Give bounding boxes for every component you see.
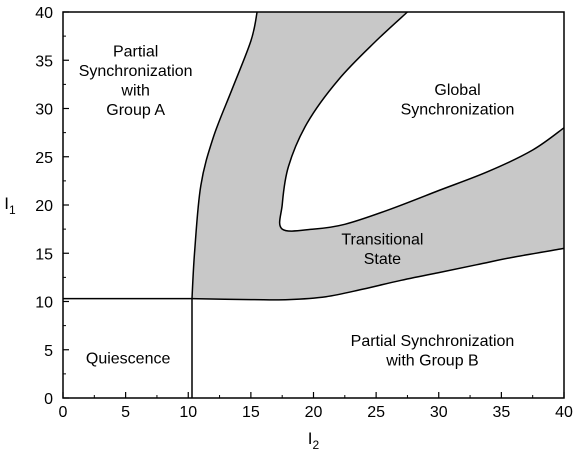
region-label-partial_a: Partial Synchronization with Group A [79, 43, 193, 119]
y-axis-label: I1 [4, 194, 16, 217]
region-label-transitional: Transitional State [341, 232, 423, 268]
x-tick-label: 20 [305, 404, 323, 421]
x-tick-label: 40 [555, 404, 573, 421]
region-label-line: Global [434, 82, 480, 99]
region-label-line: with Group B [385, 353, 478, 370]
region-label-global: Global Synchronization [401, 82, 515, 119]
region-label-line: Transitional [341, 232, 423, 249]
x-tick-label: 25 [367, 404, 385, 421]
y-tick-label: 15 [35, 246, 53, 263]
x-axis-label: I2 [308, 429, 320, 452]
boundary-lines-layer [63, 11, 565, 398]
region-label-line: Partial [113, 43, 158, 60]
y-tick-label: 20 [35, 198, 53, 215]
region-label-line: Quiescence [86, 350, 171, 367]
y-tick-label: 10 [35, 295, 53, 312]
x-axis-label-subscript: 2 [313, 438, 320, 452]
region-label-line: Synchronization [401, 102, 515, 119]
transition-lower-boundary-line [191, 247, 565, 301]
x-tick-label: 35 [492, 404, 510, 421]
x-tick-label: 30 [430, 404, 448, 421]
transition-upper-boundary-line [191, 11, 258, 299]
region-label-line: with [120, 82, 149, 99]
y-tick-label: 25 [35, 150, 53, 167]
y-axis-label-main: I [4, 194, 9, 213]
x-tick-label: 5 [121, 404, 130, 421]
region-label-line: Partial Synchronization [351, 333, 515, 350]
y-tick-label: 35 [35, 53, 53, 70]
x-tick-label: 10 [179, 404, 197, 421]
x-axis-label-main: I [308, 429, 313, 448]
transitional-state-shading [192, 12, 564, 300]
region-label-quiescence: Quiescence [86, 350, 171, 367]
axis-ticks-layer: 0 5 10 15 20 25 30 35 40 0 5 10 15 20 25 30 35 40 [35, 5, 573, 421]
y-axis-label-subscript: 1 [9, 203, 16, 217]
y-tick-label: 40 [35, 5, 53, 22]
y-tick-label: 5 [44, 343, 53, 360]
x-tick-label: 15 [242, 404, 260, 421]
region-label-line: Group A [106, 102, 165, 119]
region-label-line: State [364, 251, 401, 268]
y-tick-label: 0 [44, 391, 53, 408]
y-tick-label: 30 [35, 102, 53, 119]
region-labels-layer: Partial Synchronization with Group A Global S… [79, 43, 515, 369]
region-label-partial_b: Partial Synchronization with Group B [351, 333, 515, 370]
region-label-line: Synchronization [79, 63, 193, 80]
global-sync-boundary-line [278, 11, 565, 232]
shaded-region-layer [192, 12, 564, 300]
x-tick-label: 0 [59, 404, 68, 421]
